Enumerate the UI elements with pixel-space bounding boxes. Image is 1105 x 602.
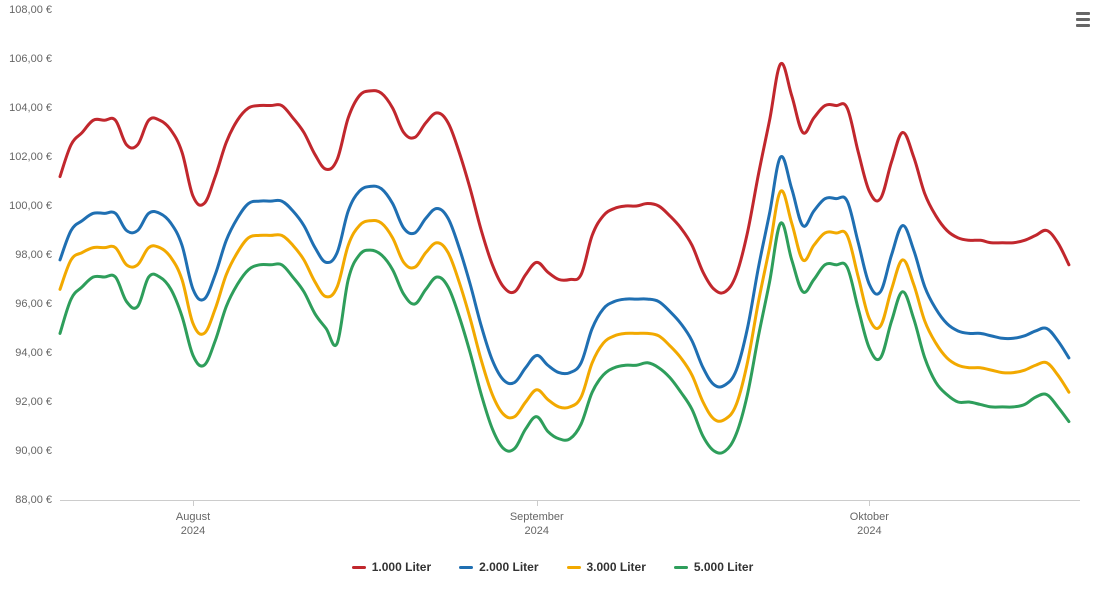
- x-tick-label: August2024: [176, 510, 210, 539]
- legend-label: 1.000 Liter: [372, 560, 431, 574]
- x-axis-line: [60, 500, 1080, 501]
- legend-swatch: [459, 566, 473, 569]
- legend-item[interactable]: 2.000 Liter: [459, 560, 538, 574]
- legend-swatch: [352, 566, 366, 569]
- y-tick-label: 90,00 €: [15, 445, 52, 457]
- price-chart: 88,00 € 90,00 € 92,00 € 94,00 € 96,00 € 98,00…: [0, 0, 1105, 602]
- legend-item[interactable]: 1.000 Liter: [352, 560, 431, 574]
- x-tick-mark: [869, 500, 870, 506]
- y-tick-label: 100,00 €: [9, 200, 52, 212]
- legend: 1.000 Liter 2.000 Liter 3.000 Liter 5.000 L…: [0, 560, 1105, 574]
- y-tick-label: 92,00 €: [15, 396, 52, 408]
- y-tick-label: 98,00 €: [15, 249, 52, 261]
- y-tick-label: 96,00 €: [15, 298, 52, 310]
- legend-item[interactable]: 3.000 Liter: [567, 560, 646, 574]
- series-line: [60, 191, 1069, 422]
- x-tick-label: Oktober2024: [850, 510, 889, 539]
- x-tick-mark: [193, 500, 194, 506]
- x-tick-label: September2024: [510, 510, 564, 539]
- plot-area: 88,00 €90,00 €92,00 €94,00 €96,00 €98,00…: [60, 10, 1080, 500]
- legend-label: 5.000 Liter: [694, 560, 753, 574]
- y-tick-label: 104,00 €: [9, 102, 52, 114]
- y-tick-label: 106,00 €: [9, 53, 52, 65]
- legend-swatch: [567, 566, 581, 569]
- chart-lines: [60, 10, 1080, 500]
- y-tick-label: 108,00 €: [9, 4, 52, 16]
- legend-swatch: [674, 566, 688, 569]
- y-tick-label: 94,00 €: [15, 347, 52, 359]
- legend-label: 2.000 Liter: [479, 560, 538, 574]
- legend-label: 3.000 Liter: [587, 560, 646, 574]
- y-tick-label: 88,00 €: [15, 494, 52, 506]
- legend-item[interactable]: 5.000 Liter: [674, 560, 753, 574]
- x-tick-mark: [537, 500, 538, 506]
- y-tick-label: 102,00 €: [9, 151, 52, 163]
